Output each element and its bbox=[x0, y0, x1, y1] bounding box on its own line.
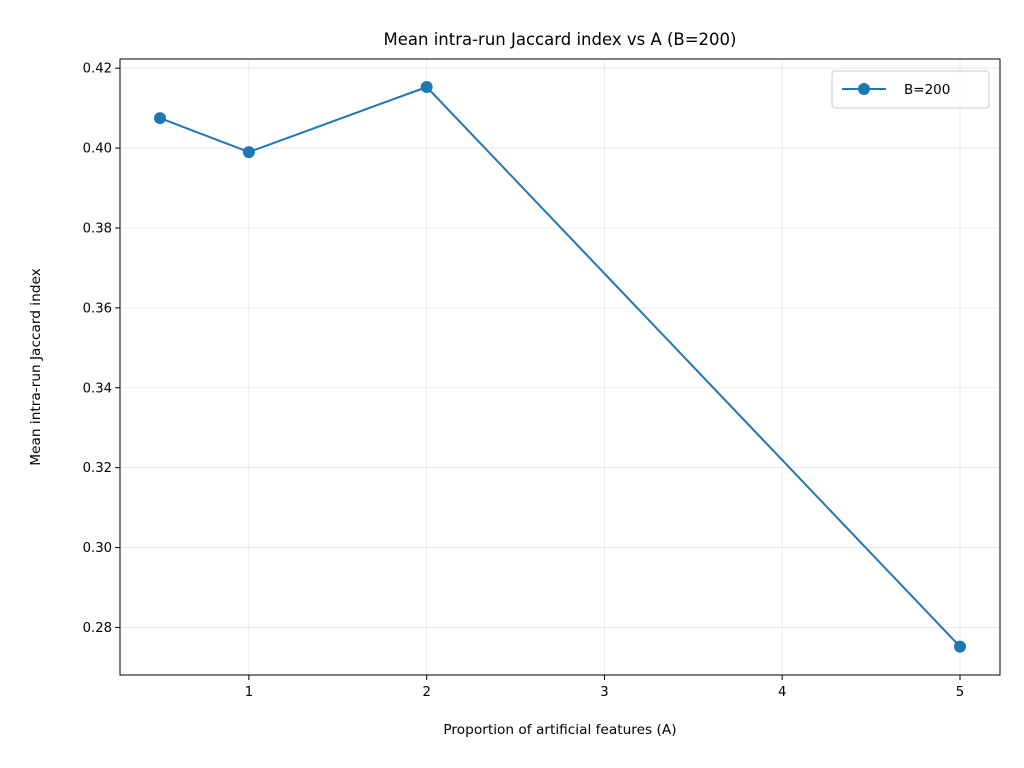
legend: B=200 bbox=[831, 70, 990, 109]
x-tick-label: 1 bbox=[245, 685, 253, 700]
legend-label: B=200 bbox=[904, 82, 950, 98]
y-tick-label: 0.36 bbox=[83, 301, 112, 316]
x-tick-label: 2 bbox=[422, 685, 430, 700]
grid bbox=[120, 59, 1000, 675]
y-tick-label: 0.30 bbox=[83, 541, 112, 556]
y-tick-label: 0.34 bbox=[83, 381, 112, 396]
series-line-0 bbox=[159, 86, 961, 648]
data-point bbox=[420, 80, 433, 93]
x-axis-label: Proportion of artificial features (A) bbox=[443, 722, 676, 738]
x-tick-label: 5 bbox=[956, 685, 964, 700]
legend-box bbox=[831, 70, 990, 109]
x-tick-label: 4 bbox=[778, 685, 786, 700]
data-point bbox=[954, 640, 966, 653]
y-tick-label: 0.38 bbox=[83, 221, 112, 236]
legend-marker bbox=[858, 83, 870, 95]
data-point bbox=[154, 112, 166, 125]
series-layer bbox=[154, 80, 966, 653]
x-axis: 1 2 3 4 5 bbox=[245, 675, 964, 700]
y-axis: 0.28 0.30 0.32 0.34 0.36 0.38 0.40 0.42 bbox=[83, 62, 120, 636]
chart-title: Mean intra-run Jaccard index vs A (B=200… bbox=[384, 30, 737, 49]
x-tick-label: 3 bbox=[600, 685, 608, 700]
data-point bbox=[242, 146, 255, 159]
y-tick-label: 0.42 bbox=[83, 62, 112, 77]
y-tick-label: 0.40 bbox=[83, 142, 112, 157]
y-tick-label: 0.28 bbox=[83, 621, 112, 636]
y-tick-label: 0.32 bbox=[83, 461, 112, 476]
plot-frame bbox=[119, 58, 1001, 676]
y-axis-label: Mean intra-run Jaccard index bbox=[28, 268, 44, 466]
